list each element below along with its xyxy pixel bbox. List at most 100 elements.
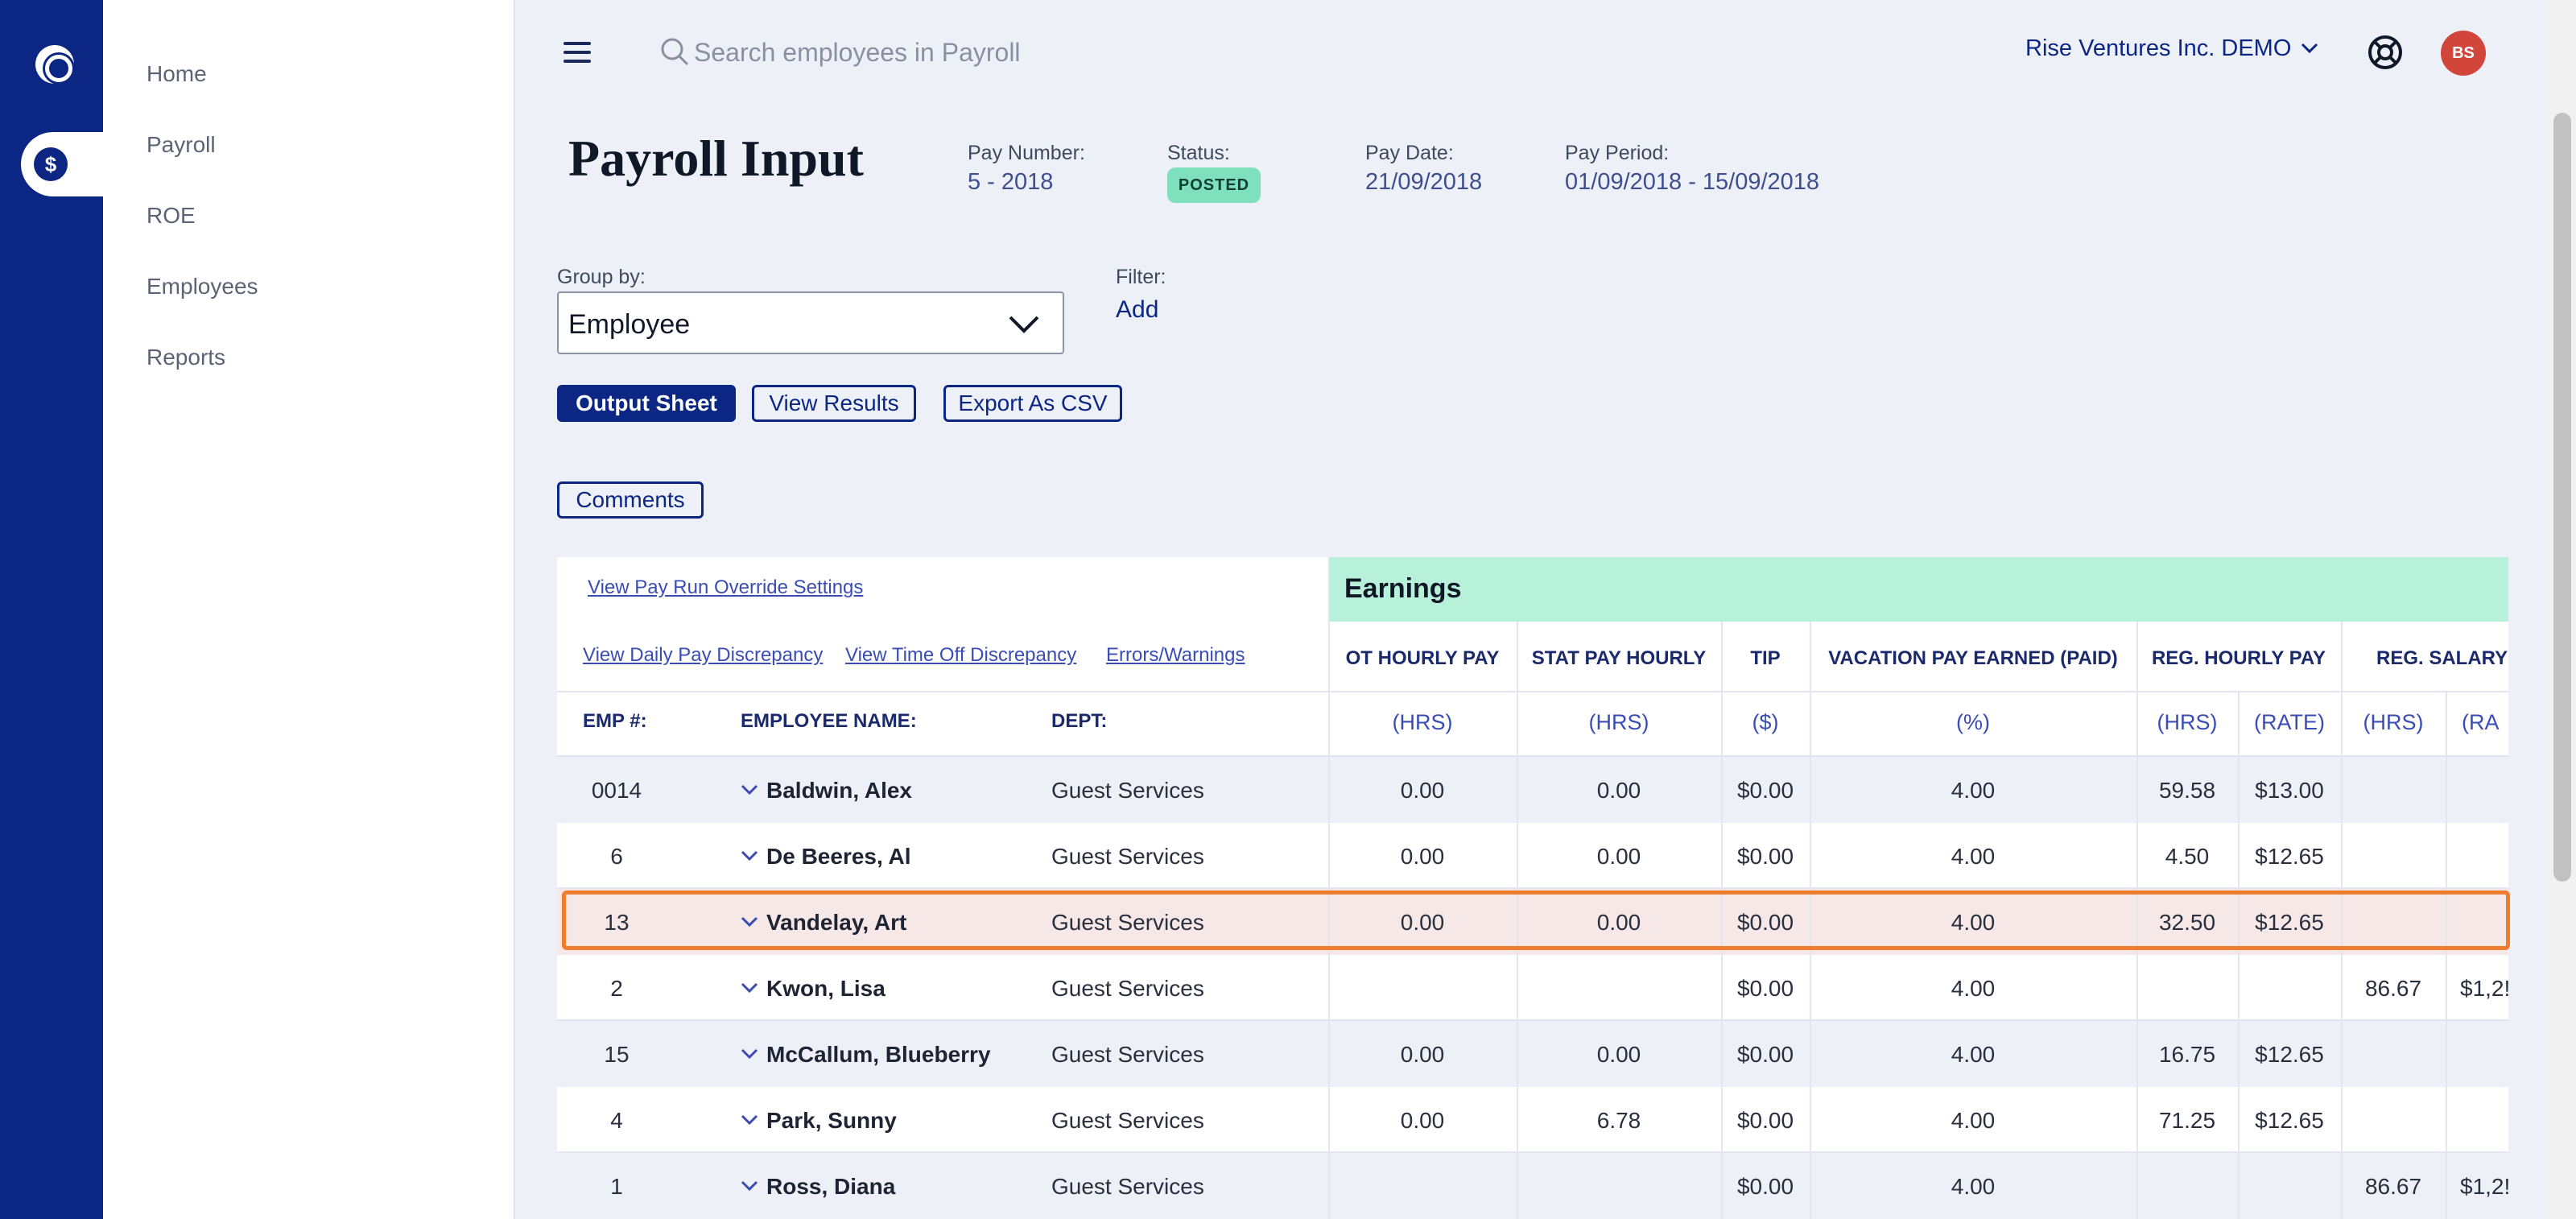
- cell-name: Park, Sunny: [766, 1108, 897, 1133]
- expand-chevron-icon[interactable]: [741, 850, 758, 862]
- comments-button[interactable]: Comments: [557, 481, 704, 519]
- cell-ot: 0.00: [1400, 1042, 1445, 1067]
- cell-emp: 13: [604, 910, 630, 935]
- status-badge: POSTED: [1167, 167, 1261, 203]
- view-results-button[interactable]: View Results: [752, 385, 916, 422]
- unit-sal-rate: (RA: [2462, 710, 2500, 734]
- menu-item-reports[interactable]: Reports: [147, 345, 226, 370]
- divider: [2446, 691, 2447, 1219]
- cell-ot: 0.00: [1400, 778, 1445, 803]
- unit-reg-rate: (RATE): [2254, 710, 2325, 734]
- menu-item-employees[interactable]: Employees: [147, 274, 258, 299]
- cell-sal-hrs: 86.67: [2364, 1174, 2422, 1199]
- cell-stat: 0.00: [1596, 1042, 1641, 1067]
- dollar-icon[interactable]: $: [34, 147, 68, 181]
- expand-chevron-icon[interactable]: [741, 1114, 758, 1126]
- cell-tip: $0.00: [1736, 910, 1794, 935]
- divider: [1328, 557, 1330, 1219]
- divider: [557, 1151, 2508, 1153]
- table-row[interactable]: 0014 Baldwin, Alex Guest Services 0.00 0.00 $…: [557, 757, 2508, 823]
- search-icon: [661, 38, 689, 66]
- cell-reg-rate: $12.65: [2255, 1108, 2324, 1133]
- table-row[interactable]: 1 Ross, Diana Guest Services $0.00 4.00 86.67…: [557, 1153, 2508, 1219]
- group-by-select[interactable]: Employee: [557, 291, 1064, 354]
- table-row[interactable]: 15 McCallum, Blueberry Guest Services 0.00 0…: [557, 1021, 2508, 1087]
- col-employee-name: EMPLOYEE NAME:: [741, 710, 917, 732]
- override-settings-link[interactable]: View Pay Run Override Settings: [588, 576, 864, 598]
- cell-dept: Guest Services: [1051, 1108, 1204, 1133]
- cell-ot: 0.00: [1400, 910, 1445, 935]
- status-label: Status:: [1167, 142, 1230, 164]
- scrollbar-thumb[interactable]: [2553, 113, 2571, 882]
- col-tip: TIP: [1750, 647, 1781, 669]
- app-rail: $: [0, 0, 103, 1219]
- output-sheet-button[interactable]: Output Sheet: [557, 385, 736, 422]
- table-row[interactable]: 4 Park, Sunny Guest Services 0.00 6.78 $0.00 4…: [557, 1087, 2508, 1153]
- col-reg-salary: REG. SALARY I: [2376, 647, 2508, 669]
- expand-chevron-icon[interactable]: [741, 784, 758, 795]
- cell-vac: 4.00: [1951, 1174, 1996, 1199]
- table-row[interactable]: 2 Kwon, Lisa Guest Services $0.00 4.00 86.67 $…: [557, 955, 2508, 1021]
- col-ot-hourly-pay: OT HOURLY PAY: [1345, 647, 1500, 669]
- cell-dept: Guest Services: [1051, 1174, 1204, 1199]
- company-selector[interactable]: Rise Ventures Inc. DEMO: [2025, 35, 2292, 61]
- unit-vac-percent: (%): [1956, 710, 1990, 734]
- menu-item-roe[interactable]: ROE: [147, 203, 196, 228]
- cell-tip: $0.00: [1736, 1174, 1794, 1199]
- expand-chevron-icon[interactable]: [741, 1180, 758, 1192]
- cell-dept: Guest Services: [1051, 1042, 1204, 1067]
- pay-number-label: Pay Number:: [968, 142, 1085, 164]
- cell-dept: Guest Services: [1051, 844, 1204, 869]
- cell-name: Baldwin, Alex: [766, 778, 913, 803]
- cell-sal-rate: $1,2!: [2460, 1174, 2508, 1199]
- divider: [557, 887, 2508, 889]
- logo-icon[interactable]: [35, 45, 74, 84]
- group-by-value: Employee: [568, 309, 691, 340]
- cell-ot: 0.00: [1400, 844, 1445, 869]
- menu-item-payroll[interactable]: Payroll: [147, 132, 216, 157]
- cell-name: De Beeres, Al: [766, 844, 911, 869]
- divider: [1328, 691, 2508, 692]
- help-lifebuoy-icon[interactable]: [2367, 34, 2404, 71]
- daily-discrepancy-link[interactable]: View Daily Pay Discrepancy: [583, 644, 824, 666]
- avatar[interactable]: BS: [2441, 31, 2486, 76]
- col-reg-hourly-pay: REG. HOURLY PAY: [2151, 647, 2326, 669]
- cell-vac: 4.00: [1951, 1108, 1996, 1133]
- divider: [1721, 622, 1723, 1219]
- unit-reg-hrs: (HRS): [2157, 710, 2218, 734]
- divider: [1517, 622, 1518, 1219]
- cell-name: McCallum, Blueberry: [766, 1042, 991, 1067]
- cell-name: Kwon, Lisa: [766, 976, 886, 1001]
- cell-tip: $0.00: [1736, 778, 1794, 803]
- hamburger-menu-icon[interactable]: [564, 42, 591, 63]
- cell-emp: 0014: [591, 778, 642, 803]
- cell-emp: 6: [610, 844, 623, 869]
- export-csv-button[interactable]: Export As CSV: [943, 385, 1122, 422]
- timeoff-discrepancy-link[interactable]: View Time Off Discrepancy: [845, 644, 1077, 666]
- cell-dept: Guest Services: [1051, 910, 1204, 935]
- cell-dept: Guest Services: [1051, 976, 1204, 1001]
- expand-chevron-icon[interactable]: [741, 982, 758, 994]
- cell-ot: 0.00: [1400, 1108, 1445, 1133]
- table-row[interactable]: 6 De Beeres, Al Guest Services 0.00 0.00 $0.0…: [557, 823, 2508, 889]
- cell-reg-hrs: 59.58: [2158, 778, 2216, 803]
- filter-add-link[interactable]: Add: [1116, 296, 1159, 323]
- search-input[interactable]: [694, 32, 1177, 72]
- menu-item-home[interactable]: Home: [147, 61, 207, 86]
- expand-chevron-icon[interactable]: [741, 1048, 758, 1060]
- cell-emp: 1: [610, 1174, 623, 1199]
- errors-warnings-link[interactable]: Errors/Warnings: [1106, 644, 1245, 666]
- cell-vac: 4.00: [1951, 976, 1996, 1001]
- selected-row-highlight: [562, 890, 2510, 950]
- cell-stat: 0.00: [1596, 910, 1641, 935]
- expand-chevron-icon[interactable]: [741, 916, 758, 928]
- cell-tip: $0.00: [1736, 844, 1794, 869]
- unit-sal-hrs: (HRS): [2363, 710, 2424, 734]
- cell-reg-rate: $12.65: [2255, 1042, 2324, 1067]
- side-menu: Home Payroll ROE Employees Reports: [103, 0, 515, 1219]
- divider: [557, 1019, 2508, 1021]
- table-row[interactable]: 13 Vandelay, Art Guest Services 0.00 0.00 $0.…: [557, 889, 2508, 955]
- cell-tip: $0.00: [1736, 976, 1794, 1001]
- unit-stat-hrs: (HRS): [1588, 710, 1649, 734]
- chevron-down-icon[interactable]: [2301, 42, 2318, 55]
